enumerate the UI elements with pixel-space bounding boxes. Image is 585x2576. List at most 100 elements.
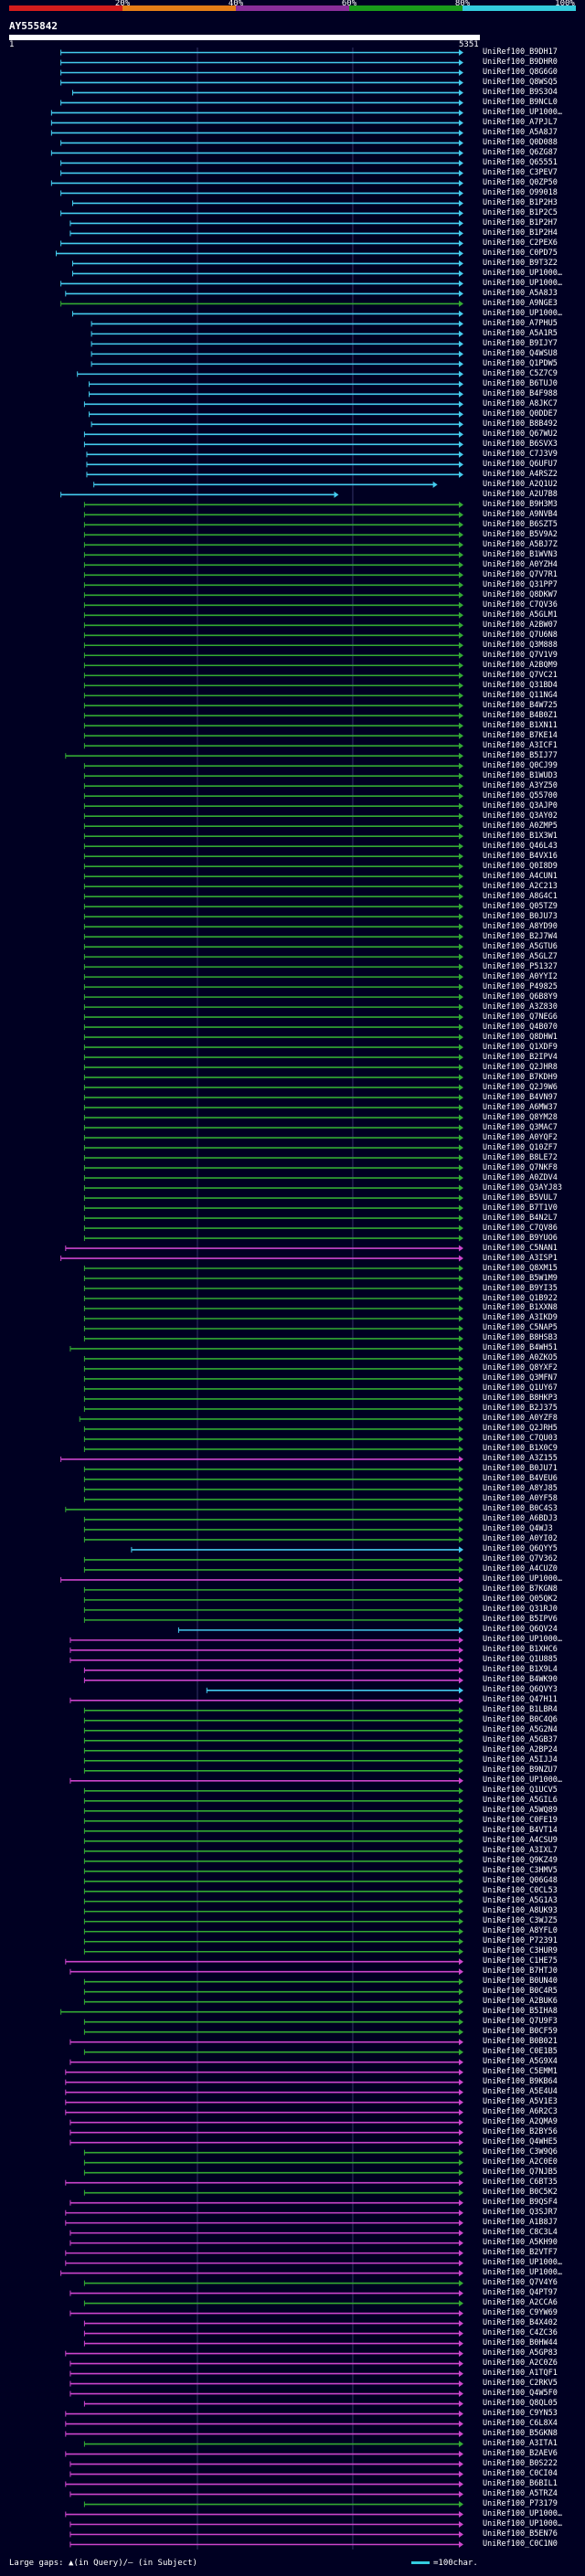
hit-label[interactable]: UniRef100_B1X3W1 xyxy=(483,831,558,841)
hit-label[interactable]: UniRef100_A5GP83 xyxy=(483,2348,558,2359)
hit-label[interactable]: UniRef100_Q1XDF9 xyxy=(483,1042,558,1052)
hit-label[interactable]: UniRef100_C5NAN1 xyxy=(483,1243,558,1253)
hit-label[interactable]: UniRef100_A2C0E0 xyxy=(483,2157,558,2168)
hit-label[interactable]: UniRef100_P51327 xyxy=(483,961,558,971)
hit-label[interactable]: UniRef100_UP1000… xyxy=(483,2268,562,2278)
hit-label[interactable]: UniRef100_A3ICF1 xyxy=(483,740,558,750)
hit-label[interactable]: UniRef100_C9YN53 xyxy=(483,2409,558,2419)
hit-label[interactable]: UniRef100_Q7V7R1 xyxy=(483,569,558,579)
hit-label[interactable]: UniRef100_C3W9Q6 xyxy=(483,2147,558,2157)
hit-label[interactable]: UniRef100_UP1000… xyxy=(483,2509,562,2518)
hit-label[interactable]: UniRef100_A0YZF8 xyxy=(483,1414,558,1424)
hit-label[interactable]: UniRef100_Q1PDW5 xyxy=(483,358,558,368)
hit-label[interactable]: UniRef100_A8UK93 xyxy=(483,1906,558,1916)
hit-label[interactable]: UniRef100_C5Z7C9 xyxy=(483,368,558,378)
hit-label[interactable]: UniRef100_B0S222 xyxy=(483,2459,558,2469)
hit-label[interactable]: UniRef100_B9H3M3 xyxy=(483,499,558,509)
hit-label[interactable]: UniRef100_Q2JHR8 xyxy=(483,1062,558,1072)
hit-label[interactable]: UniRef100_O99018 xyxy=(483,187,558,197)
hit-label[interactable]: UniRef100_B0HW44 xyxy=(483,2338,558,2348)
hit-label[interactable]: UniRef100_UP1000… xyxy=(483,1635,562,1645)
hit-label[interactable]: UniRef100_B0C5K2 xyxy=(483,2188,558,2198)
hit-label[interactable]: UniRef100_C7QV36 xyxy=(483,599,558,610)
hit-label[interactable]: UniRef100_B2IPV4 xyxy=(483,1052,558,1062)
hit-label[interactable]: UniRef100_Q6B8Y9 xyxy=(483,991,558,1002)
hit-label[interactable]: UniRef100_A5E4U4 xyxy=(483,2087,558,2097)
hit-label[interactable]: UniRef100_B9QSF4 xyxy=(483,2198,558,2208)
hit-label[interactable]: UniRef100_Q0I8D9 xyxy=(483,861,558,871)
hit-label[interactable]: UniRef100_B4VN97 xyxy=(483,1092,558,1102)
hit-label[interactable]: UniRef100_A0YI02 xyxy=(483,1534,558,1544)
hit-label[interactable]: UniRef100_A5V1E3 xyxy=(483,2097,558,2107)
hit-label[interactable]: UniRef100_B4X402 xyxy=(483,2318,558,2328)
hit-label[interactable]: UniRef100_B9KB64 xyxy=(483,2077,558,2087)
hit-label[interactable]: UniRef100_A8JKC7 xyxy=(483,398,558,408)
hit-label[interactable]: UniRef100_A5A1R5 xyxy=(483,328,558,338)
hit-label[interactable]: UniRef100_A8YJ85 xyxy=(483,1484,558,1494)
hit-label[interactable]: UniRef100_B9YUO6 xyxy=(483,1233,558,1243)
hit-label[interactable]: UniRef100_Q11NG4 xyxy=(483,690,558,700)
hit-label[interactable]: UniRef100_B9DHR0 xyxy=(483,57,558,67)
hit-label[interactable]: UniRef100_B6SZT5 xyxy=(483,519,558,529)
hit-label[interactable]: UniRef100_B4VEU6 xyxy=(483,1474,558,1484)
hit-label[interactable]: UniRef100_A3ITA1 xyxy=(483,2439,558,2449)
hit-label[interactable]: UniRef100_B4VX16 xyxy=(483,851,558,861)
hit-label[interactable]: UniRef100_Q3M888 xyxy=(483,640,558,650)
hit-label[interactable]: UniRef100_A5GTU6 xyxy=(483,941,558,951)
hit-label[interactable]: UniRef100_A5IJJ4 xyxy=(483,1755,558,1765)
hit-label[interactable]: UniRef100_A5WQ89 xyxy=(483,1806,558,1816)
hit-label[interactable]: UniRef100_B8HSB3 xyxy=(483,1333,558,1343)
hit-label[interactable]: UniRef100_A2BQM9 xyxy=(483,660,558,670)
hit-label[interactable]: UniRef100_C3WJZ5 xyxy=(483,1916,558,1926)
hit-label[interactable]: UniRef100_A3YZ50 xyxy=(483,780,558,790)
hit-label[interactable]: UniRef100_Q8XM15 xyxy=(483,1263,558,1273)
hit-label[interactable]: UniRef100_Q8G6G0 xyxy=(483,67,558,77)
hit-label[interactable]: UniRef100_B4W725 xyxy=(483,700,558,710)
hit-label[interactable]: UniRef100_B8B492 xyxy=(483,419,558,429)
hit-label[interactable]: UniRef100_A7PJL7 xyxy=(483,117,558,127)
hit-label[interactable]: UniRef100_Q31PP7 xyxy=(483,579,558,589)
hit-label[interactable]: UniRef100_Q7VC21 xyxy=(483,670,558,680)
hit-label[interactable]: UniRef100_Q6ZG87 xyxy=(483,147,558,157)
hit-label[interactable]: UniRef100_B2AEV6 xyxy=(483,2449,558,2459)
hit-label[interactable]: UniRef100_B9T3Z2 xyxy=(483,258,558,268)
hit-label[interactable]: UniRef100_Q31RJ0 xyxy=(483,1605,558,1615)
hit-label[interactable]: UniRef100_C8C3L4 xyxy=(483,2228,558,2238)
hit-label[interactable]: UniRef100_A3ISP1 xyxy=(483,1253,558,1263)
hit-label[interactable]: UniRef100_B0C4S3 xyxy=(483,1504,558,1514)
hit-label[interactable]: UniRef100_UP1000… xyxy=(483,2258,562,2268)
hit-label[interactable]: UniRef100_B9NZU7 xyxy=(483,1765,558,1776)
hit-label[interactable]: UniRef100_B7KGN8 xyxy=(483,1585,558,1595)
hit-label[interactable]: UniRef100_UP1000… xyxy=(483,268,562,278)
hit-label[interactable]: UniRef100_UP1000… xyxy=(483,107,562,117)
hit-label[interactable]: UniRef100_Q7NJB5 xyxy=(483,2168,558,2178)
hit-label[interactable]: UniRef100_B5IJ77 xyxy=(483,750,558,760)
hit-label[interactable]: UniRef100_B0C4Q6 xyxy=(483,1715,558,1725)
hit-label[interactable]: UniRef100_Q05QK2 xyxy=(483,1595,558,1605)
hit-label[interactable]: UniRef100_Q4WSU8 xyxy=(483,348,558,358)
hit-label[interactable]: UniRef100_A8YFL0 xyxy=(483,1926,558,1936)
hit-label[interactable]: UniRef100_B0UN40 xyxy=(483,1977,558,1987)
hit-label[interactable]: UniRef100_A2C0Z6 xyxy=(483,2359,558,2369)
hit-label[interactable]: UniRef100_Q65551 xyxy=(483,157,558,167)
hit-label[interactable]: UniRef100_Q0D088 xyxy=(483,137,558,147)
hit-label[interactable]: UniRef100_Q55700 xyxy=(483,790,558,800)
hit-label[interactable]: UniRef100_Q4W5F0 xyxy=(483,2389,558,2399)
hit-label[interactable]: UniRef100_C2RKV5 xyxy=(483,2379,558,2389)
hit-label[interactable]: UniRef100_A8G4C1 xyxy=(483,891,558,901)
hit-label[interactable]: UniRef100_A5GB37 xyxy=(483,1735,558,1745)
hit-label[interactable]: UniRef100_B8LE72 xyxy=(483,1152,558,1162)
hit-label[interactable]: UniRef100_A5KH90 xyxy=(483,2238,558,2248)
hit-label[interactable]: UniRef100_P49825 xyxy=(483,981,558,991)
hit-label[interactable]: UniRef100_C7QV86 xyxy=(483,1223,558,1233)
hit-label[interactable]: UniRef100_A9NVB4 xyxy=(483,509,558,519)
hit-label[interactable]: UniRef100_C4ZC36 xyxy=(483,2328,558,2338)
hit-label[interactable]: UniRef100_Q3AYJ83 xyxy=(483,1182,562,1193)
hit-label[interactable]: UniRef100_Q6UFU7 xyxy=(483,459,558,469)
hit-label[interactable]: UniRef100_A2BW07 xyxy=(483,620,558,630)
hit-label[interactable]: UniRef100_Q4WHE5 xyxy=(483,2137,558,2147)
hit-label[interactable]: UniRef100_C6L8X4 xyxy=(483,2419,558,2429)
hit-label[interactable]: UniRef100_B5VUL7 xyxy=(483,1193,558,1203)
hit-label[interactable]: UniRef100_Q8YM28 xyxy=(483,1112,558,1122)
hit-label[interactable]: UniRef100_A6R2C3 xyxy=(483,2107,558,2117)
